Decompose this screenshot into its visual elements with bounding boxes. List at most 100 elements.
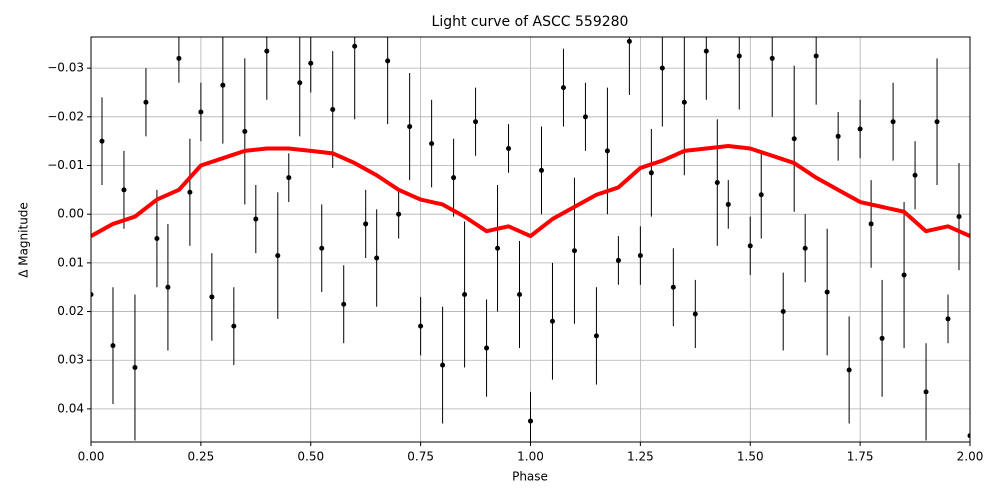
data-point: [506, 145, 512, 151]
data-point: [440, 362, 446, 368]
data-point: [253, 216, 259, 222]
data-point: [659, 65, 665, 71]
data-point: [429, 141, 435, 147]
data-point: [670, 284, 676, 290]
data-point: [297, 80, 303, 86]
data-point: [967, 433, 970, 439]
data-point: [901, 272, 907, 278]
data-point: [725, 201, 731, 207]
y-tick-label: −0.02: [47, 109, 84, 123]
data-point: [132, 365, 138, 371]
data-point: [110, 343, 116, 349]
data-point: [528, 418, 533, 424]
data-point: [626, 38, 632, 44]
x-tick-label: 0.00: [78, 450, 105, 464]
data-point: [209, 294, 215, 300]
y-tick-label: 0.03: [57, 353, 84, 367]
data-point: [352, 43, 358, 49]
y-tick-label: −0.01: [47, 158, 84, 172]
y-tick-label: 0.02: [57, 304, 84, 318]
ticks: 0.00 0.25 0.50 0.75 1.00 1.25 1.50 1.75 2.00 −0.0…: [47, 61, 983, 464]
data-point: [780, 309, 786, 315]
data-point: [187, 189, 193, 195]
data-point: [407, 124, 413, 130]
x-tick-label: 0.75: [407, 450, 434, 464]
data-point: [319, 245, 325, 251]
data-point: [923, 389, 929, 395]
data-point: [374, 255, 380, 261]
data-point: [681, 99, 687, 105]
data-point: [758, 192, 764, 198]
data-point: [99, 138, 105, 144]
data-point: [341, 301, 347, 307]
data-point: [385, 58, 391, 64]
data-point: [802, 245, 808, 251]
data-point: [396, 211, 402, 217]
data-point: [813, 53, 819, 59]
x-axis-label: Phase: [512, 470, 548, 484]
data-point: [484, 345, 490, 351]
data-point: [220, 82, 226, 88]
x-tick-label: 1.75: [847, 450, 874, 464]
data-point: [615, 257, 621, 263]
data-point: [857, 126, 863, 132]
data-point: [286, 175, 292, 181]
data-point: [846, 367, 852, 373]
x-tick-label: 2.00: [957, 450, 984, 464]
data-point: [451, 175, 457, 181]
data-point: [824, 289, 830, 295]
trend-line: [91, 144, 970, 239]
data-point: [879, 335, 885, 341]
data-point: [945, 316, 951, 322]
x-tick-label: 1.25: [627, 450, 654, 464]
y-tick-label: 0.00: [57, 207, 84, 221]
data-point: [835, 133, 841, 139]
chart-title: Light curve of ASCC 559280: [432, 14, 629, 30]
data-point: [593, 333, 599, 339]
x-tick-label: 0.25: [188, 450, 215, 464]
data-point: [495, 245, 501, 251]
x-tick-label: 1.50: [737, 450, 764, 464]
data-point: [517, 292, 523, 298]
data-point: [363, 221, 369, 227]
data-point: [231, 323, 237, 329]
x-tick-label: 1.00: [517, 450, 544, 464]
data-point: [703, 48, 709, 54]
data-point: [264, 48, 270, 54]
y-tick-label: 0.04: [57, 401, 84, 415]
data-point: [912, 172, 918, 178]
data-point: [571, 248, 577, 254]
data-point: [692, 311, 698, 317]
data-point: [637, 253, 643, 259]
plot-area: [91, 37, 970, 442]
data-point: [736, 53, 742, 59]
data-point: [868, 221, 874, 227]
data-point: [538, 167, 544, 173]
data-point: [791, 136, 797, 142]
data-point: [143, 99, 149, 105]
data-point: [308, 60, 314, 66]
data-point: [747, 243, 753, 249]
data-point: [648, 170, 654, 176]
data-point: [242, 128, 248, 134]
data-point: [154, 236, 160, 242]
data-point: [91, 292, 94, 298]
data-point: [549, 318, 555, 324]
data-point: [418, 323, 424, 329]
data-point: [604, 148, 610, 154]
x-tick-label: 0.50: [297, 450, 324, 464]
data-point: [198, 109, 204, 115]
y-tick-label: 0.01: [57, 255, 84, 269]
data-point: [473, 119, 479, 125]
data-point: [275, 253, 281, 259]
data-point: [121, 187, 127, 193]
data-point: [176, 55, 182, 61]
data-point: [462, 292, 468, 298]
data-point: [165, 284, 171, 290]
data-point: [956, 214, 962, 220]
y-axis-label: Δ Magnitude: [17, 202, 31, 278]
data-point: [769, 55, 775, 61]
y-tick-label: −0.03: [47, 61, 84, 75]
data-point: [890, 119, 896, 125]
